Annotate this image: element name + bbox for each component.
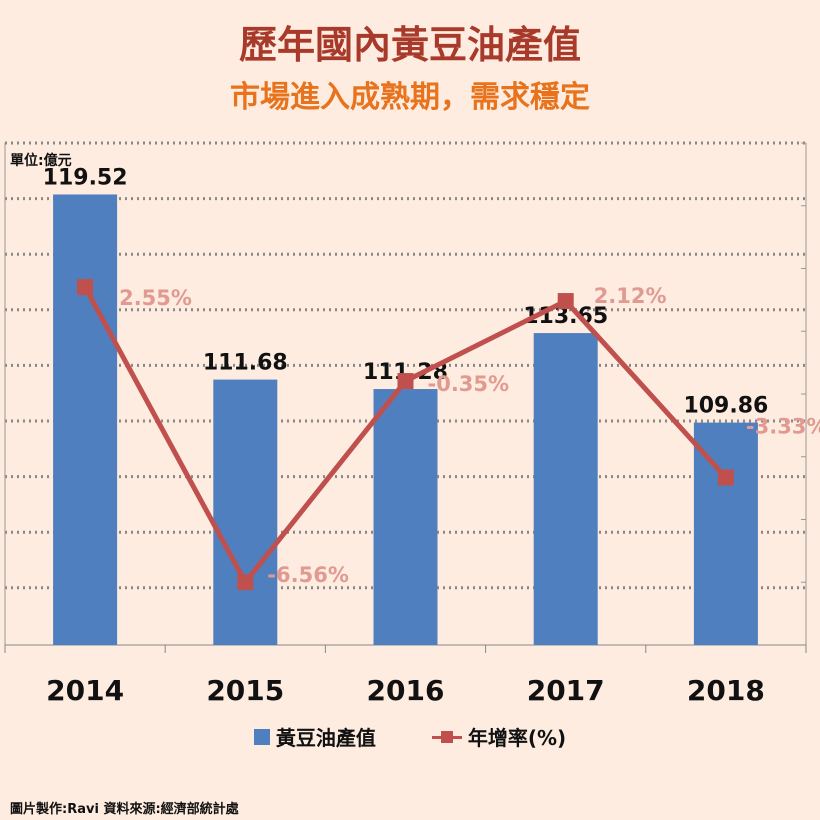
growth-label-2016: -0.35% — [428, 372, 510, 396]
chart-subtitle: 市場進入成熟期，需求穩定 — [230, 80, 590, 115]
bar-2015 — [213, 379, 278, 645]
legend-label-line: 年增率(%) — [467, 726, 567, 750]
x-tick-label-2017: 2017 — [527, 674, 605, 707]
growth-point-2015 — [237, 574, 254, 591]
growth-point-2016 — [397, 373, 414, 390]
x-tick-label-2015: 2015 — [206, 674, 284, 707]
legend-swatch-bar — [253, 728, 270, 745]
growth-point-2017 — [557, 293, 574, 310]
legend-swatch-line — [431, 729, 462, 745]
unit-label: 單位:億元 — [10, 153, 72, 169]
bar-2017 — [533, 333, 598, 645]
bar-2018 — [693, 422, 758, 645]
growth-point-2018 — [717, 469, 734, 486]
bar-2016 — [373, 389, 438, 645]
bar-value-label-2018: 109.86 — [683, 394, 768, 419]
credit-text: 圖片製作:Ravi 資料來源:經濟部統計處 — [10, 802, 239, 817]
growth-label-2018: -3.33% — [746, 415, 820, 439]
growth-label-2017: 2.12% — [594, 284, 667, 308]
x-tick-label-2014: 2014 — [46, 674, 124, 707]
growth-label-2014: 2.55% — [119, 286, 192, 310]
bar-2014 — [53, 194, 118, 645]
x-tick-label-2018: 2018 — [687, 674, 765, 707]
legend-item-line: 年增率(%) — [431, 722, 567, 751]
bar-value-label-2014: 119.52 — [43, 165, 128, 190]
chart-title: 歷年國內黃豆油產值 — [238, 23, 581, 67]
combo-chart: 119.522014111.682015111.282016113.652017… — [4, 141, 820, 707]
x-tick-label-2016: 2016 — [367, 674, 445, 707]
growth-label-2015: -6.56% — [267, 563, 349, 587]
bar-value-label-2015: 111.68 — [203, 351, 288, 376]
legend-item-bar: 黃豆油產值 — [253, 722, 376, 751]
legend-label-bar: 黃豆油產值 — [275, 726, 376, 750]
growth-point-2014 — [77, 279, 94, 296]
legend: 黃豆油產值 年增率(%) — [0, 722, 820, 751]
